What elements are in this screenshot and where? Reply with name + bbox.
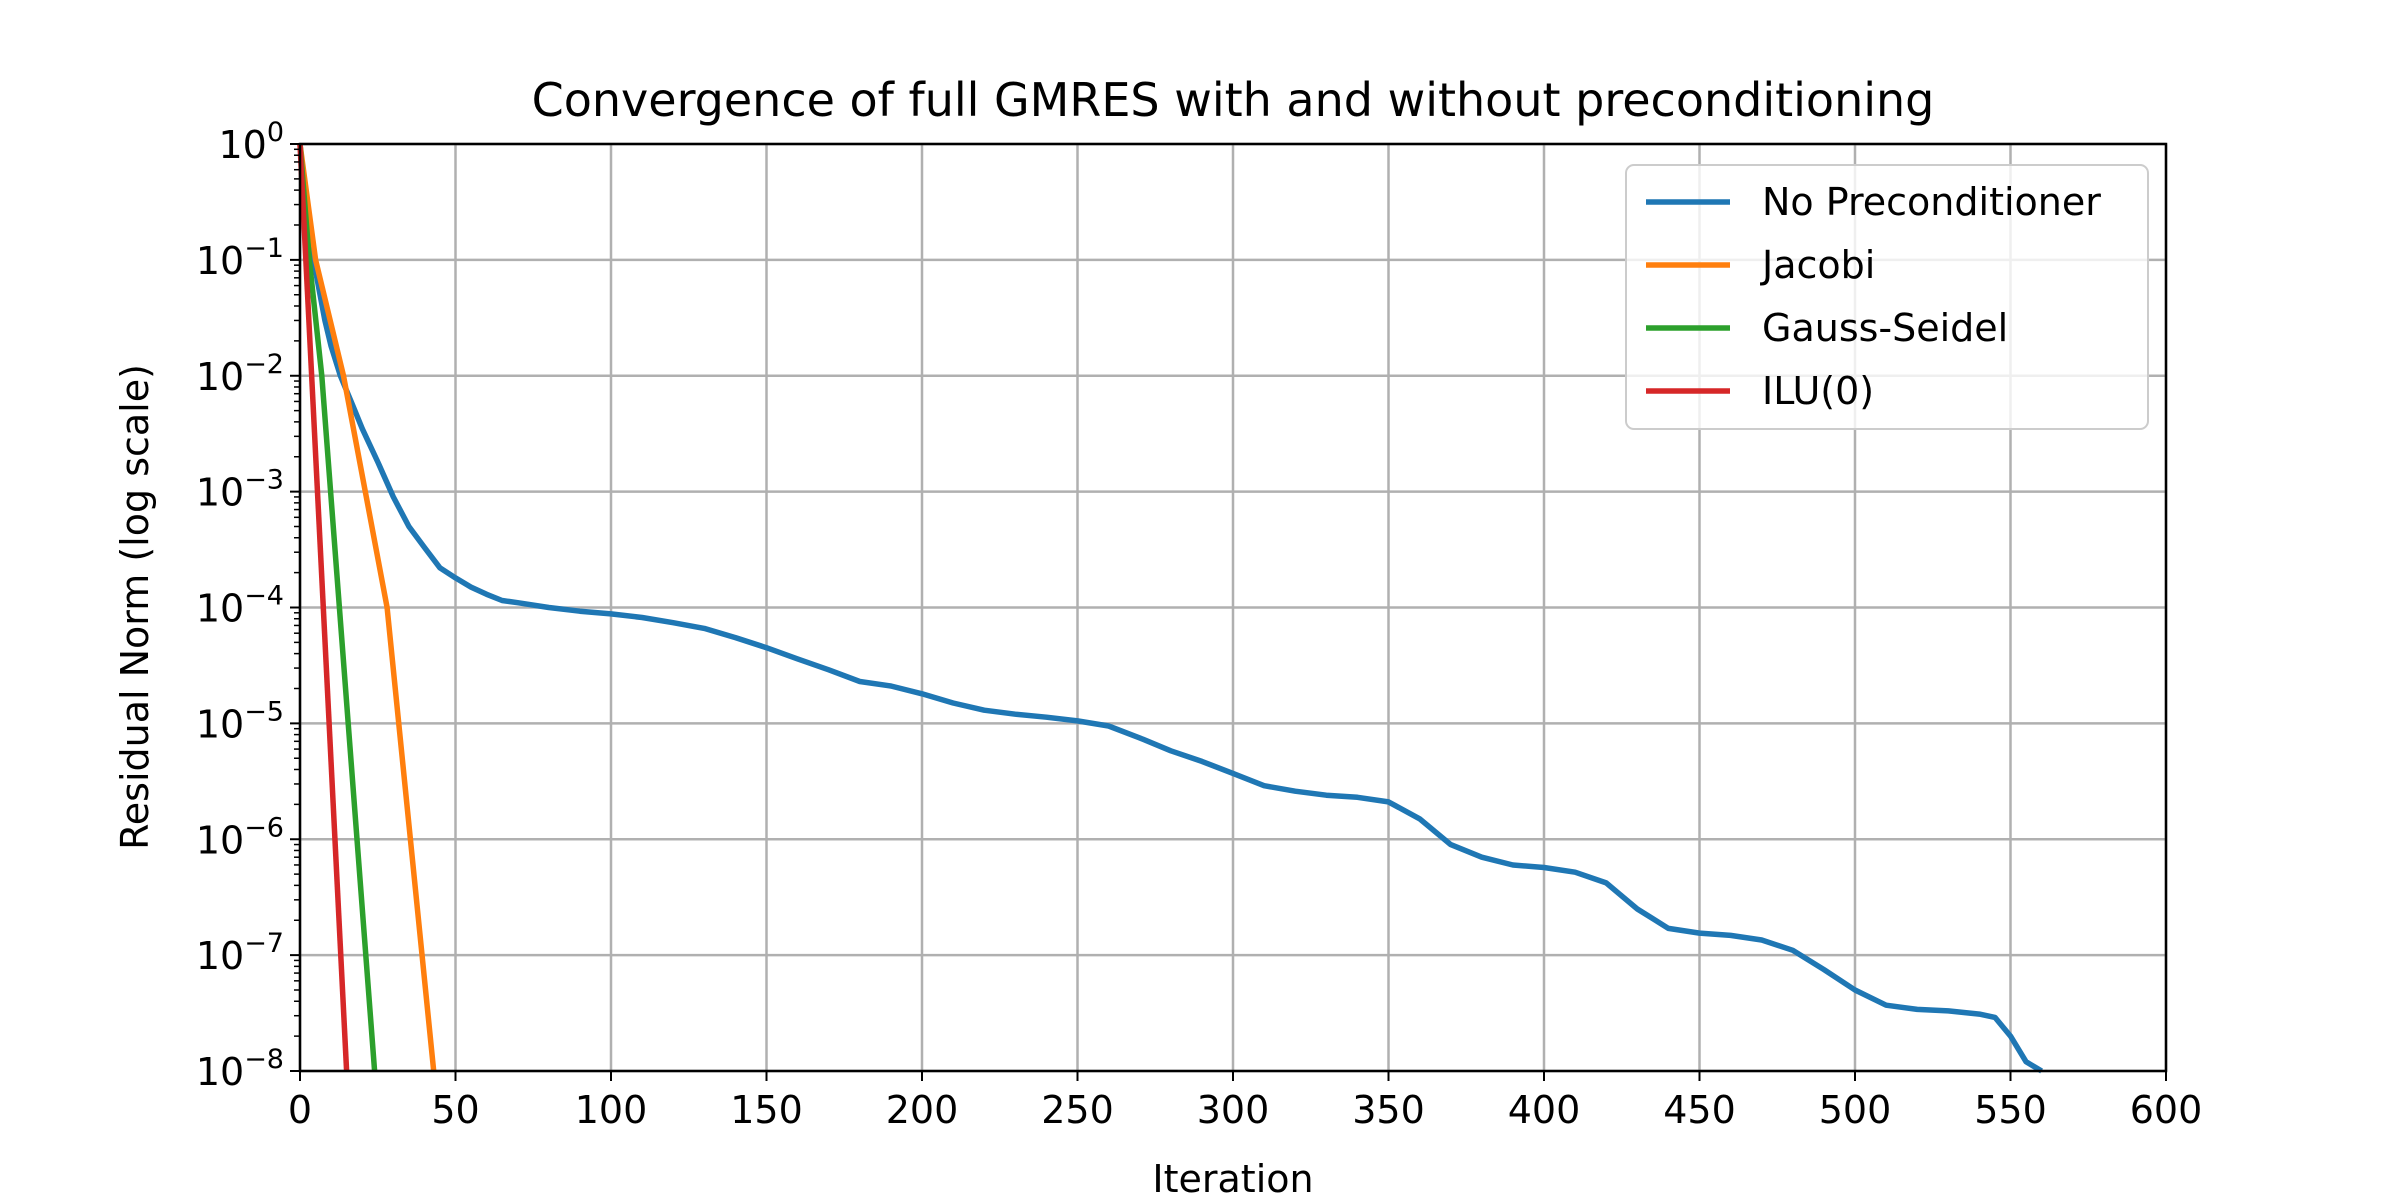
x-tick-label: 550 bbox=[1974, 1088, 2047, 1132]
x-tick-label: 250 bbox=[1041, 1088, 1114, 1132]
y-tick-label: 10−3 bbox=[196, 465, 284, 515]
y-tick-label: 10−8 bbox=[196, 1044, 284, 1094]
y-tick-label: 10−7 bbox=[196, 928, 284, 978]
legend-label: Gauss-Seidel bbox=[1762, 306, 2008, 350]
x-axis-title: Iteration bbox=[1152, 1157, 1313, 1200]
x-tick-label: 150 bbox=[730, 1088, 803, 1132]
y-axis-title: Residual Norm (log scale) bbox=[113, 364, 157, 850]
x-axis-ticks: 0 50 100 150 200 250 300 350 400 450 500 550 600 bbox=[288, 1071, 2202, 1132]
legend-label: ILU(0) bbox=[1762, 369, 1874, 413]
series-line-jacobi bbox=[297, 143, 437, 1072]
series-line-ilu-0 bbox=[297, 143, 350, 1072]
series-line-no-preconditioner bbox=[297, 143, 2044, 1074]
series-lines bbox=[297, 143, 2044, 1074]
x-tick-label: 200 bbox=[886, 1088, 959, 1132]
x-tick-label: 350 bbox=[1352, 1088, 1425, 1132]
x-tick-label: 300 bbox=[1197, 1088, 1270, 1132]
y-tick-label: 10−1 bbox=[196, 233, 284, 283]
x-tick-label: 600 bbox=[2130, 1088, 2203, 1132]
legend-label: No Preconditioner bbox=[1762, 180, 2101, 224]
legend: No Preconditioner Jacobi Gauss-Seidel ILU(0… bbox=[1625, 164, 2149, 430]
x-tick-label: 500 bbox=[1819, 1088, 1892, 1132]
y-tick-label: 100 bbox=[218, 117, 284, 167]
chart-title: Convergence of full GMRES with and witho… bbox=[532, 73, 1935, 127]
x-tick-label: 50 bbox=[431, 1088, 479, 1132]
y-tick-label: 10−6 bbox=[196, 812, 284, 862]
legend-box bbox=[1625, 164, 2149, 430]
y-tick-label: 10−4 bbox=[196, 581, 284, 631]
x-tick-label: 0 bbox=[288, 1088, 312, 1132]
x-tick-label: 400 bbox=[1508, 1088, 1581, 1132]
y-axis-ticks: 100 10−1 10−2 10−3 10−4 10−5 10−6 10−7 10−8 bbox=[196, 117, 300, 1094]
x-tick-label: 100 bbox=[575, 1088, 648, 1132]
legend-label: Jacobi bbox=[1760, 243, 1875, 287]
x-tick-label: 450 bbox=[1663, 1088, 1736, 1132]
y-tick-label: 10−2 bbox=[196, 349, 284, 399]
y-tick-label: 10−5 bbox=[196, 696, 284, 746]
